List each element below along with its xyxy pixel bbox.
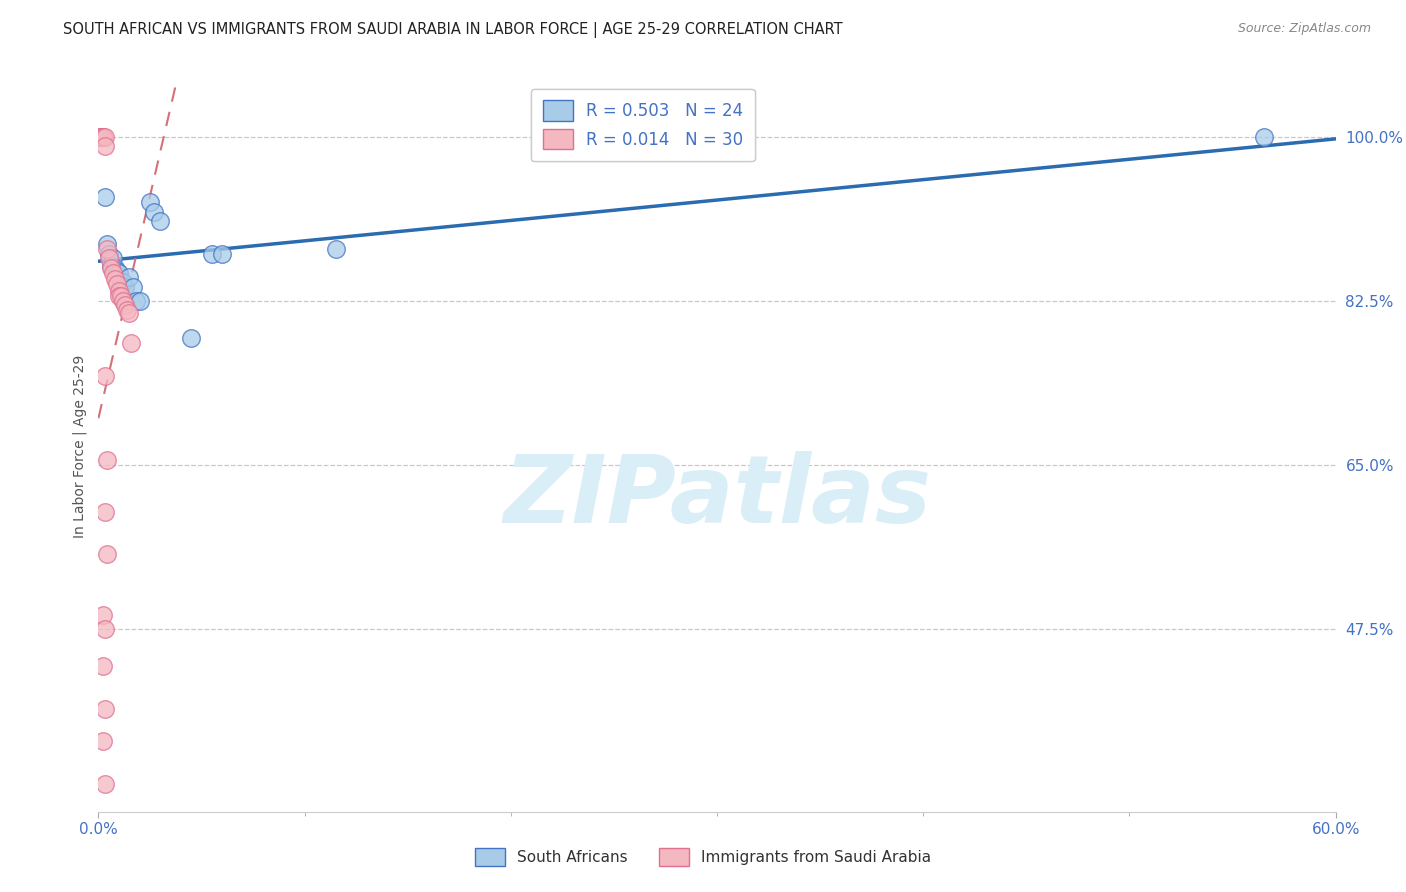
Point [91, 734, 114, 748]
Point [93, 776, 115, 790]
Point [93, 139, 115, 153]
Point [97, 246, 120, 260]
Point [325, 242, 347, 256]
Point [112, 293, 135, 308]
Point [104, 260, 127, 275]
Point [117, 303, 139, 318]
Text: SOUTH AFRICAN VS IMMIGRANTS FROM SAUDI ARABIA IN LABOR FORCE | AGE 25-29 CORRELA: SOUTH AFRICAN VS IMMIGRANTS FROM SAUDI A… [63, 22, 842, 38]
Point [108, 266, 131, 280]
Point [89, 129, 111, 144]
Point [101, 266, 124, 280]
Point [143, 204, 166, 219]
Point [112, 275, 135, 289]
Point [122, 279, 145, 293]
Point [91, 659, 114, 673]
Point [1253, 129, 1275, 144]
Text: ZIPatlas: ZIPatlas [503, 451, 931, 543]
Point [201, 246, 224, 260]
Point [118, 306, 141, 320]
Point [96, 547, 118, 561]
Point [96, 453, 118, 467]
Point [211, 246, 233, 260]
Point [180, 331, 202, 345]
Point [89, 129, 111, 144]
Point [110, 289, 132, 303]
Point [101, 252, 124, 266]
Point [96, 242, 118, 256]
Point [96, 237, 118, 252]
Point [100, 259, 122, 273]
Point [124, 293, 146, 308]
Point [105, 263, 128, 277]
Point [105, 277, 128, 291]
Point [118, 270, 141, 285]
Point [139, 195, 162, 210]
Point [93, 505, 115, 519]
Y-axis label: In Labor Force | Age 25-29: In Labor Force | Age 25-29 [73, 354, 87, 538]
Point [108, 285, 131, 299]
Point [149, 214, 172, 228]
Point [97, 252, 120, 266]
Point [89, 129, 111, 144]
Point [100, 260, 122, 275]
Point [128, 293, 150, 308]
Point [91, 129, 114, 144]
Text: Source: ZipAtlas.com: Source: ZipAtlas.com [1237, 22, 1371, 36]
Point [93, 190, 115, 204]
Point [114, 279, 136, 293]
Point [93, 368, 115, 383]
Point [120, 335, 142, 350]
Point [108, 289, 131, 303]
Point [93, 129, 115, 144]
Point [91, 129, 114, 144]
Point [104, 272, 127, 286]
Legend: South Africans, Immigrants from Saudi Arabia: South Africans, Immigrants from Saudi Ar… [465, 838, 941, 875]
Legend: R = 0.503   N = 24, R = 0.014   N = 30: R = 0.503 N = 24, R = 0.014 N = 30 [531, 88, 755, 161]
Point [110, 275, 132, 289]
Point [93, 701, 115, 715]
Point [91, 607, 114, 622]
Point [114, 298, 136, 312]
Point [93, 622, 115, 636]
